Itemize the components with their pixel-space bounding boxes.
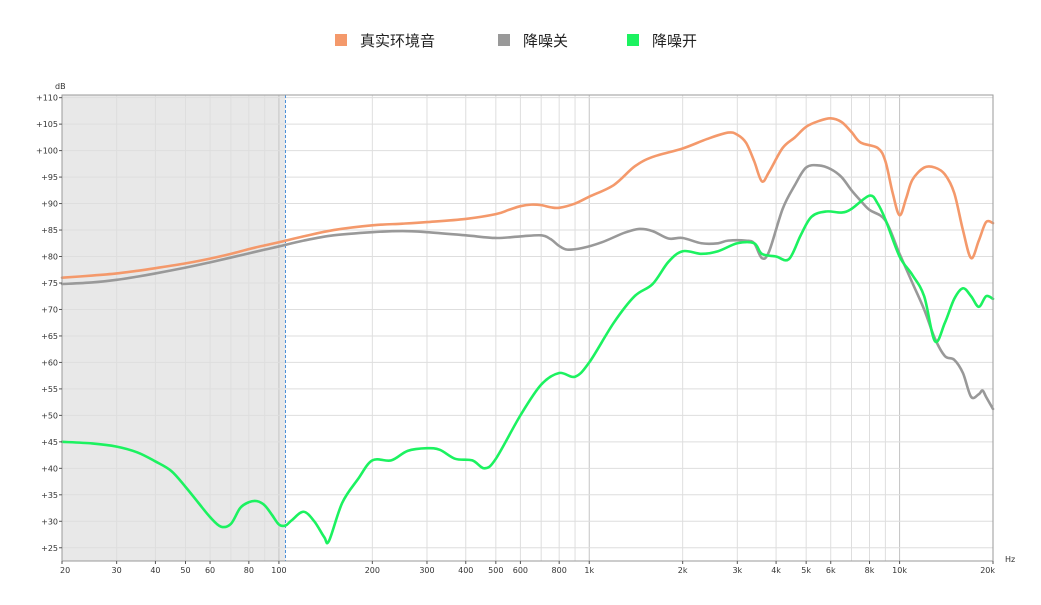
legend-item-1: 真实环境音	[335, 32, 435, 50]
series-line-3	[60, 194, 995, 545]
x-tick-label: 8k	[865, 566, 875, 575]
y-tick-label: +100	[36, 147, 58, 156]
legend-label: 降噪开	[652, 32, 697, 50]
x-axis-unit-label: Hz	[1005, 555, 1015, 564]
y-tick-label: +65	[41, 332, 58, 341]
x-tick-label: 200	[365, 566, 380, 575]
legend-item-2: 降噪关	[498, 32, 568, 50]
series-line-2	[60, 163, 995, 411]
x-tick-label: 100	[271, 566, 286, 575]
x-tick-label: 80	[244, 566, 254, 575]
legend-swatch	[498, 34, 510, 46]
y-tick-label: +90	[41, 200, 58, 209]
y-tick-label: +95	[41, 173, 58, 182]
y-tick-label: +30	[41, 517, 58, 526]
y-tick-label: +40	[41, 464, 58, 473]
y-tick-label: +50	[41, 411, 58, 420]
y-tick-label: +25	[41, 544, 58, 553]
x-tick-label: 5k	[801, 566, 811, 575]
y-tick-label: +85	[41, 226, 58, 235]
legend-swatch	[627, 34, 639, 46]
y-tick-label: +60	[41, 358, 58, 367]
x-tick-label: 2k	[678, 566, 688, 575]
x-tick-label: 40	[150, 566, 160, 575]
y-tick-label: +75	[41, 279, 58, 288]
y-tick-label: +70	[41, 305, 58, 314]
y-axis-ticks: +25 +30 +35 +40 +45 +50 +55 +60 +65 +70 +75 +80 +85 +…	[36, 94, 62, 553]
series-lines	[60, 116, 995, 545]
y-tick-label: +45	[41, 438, 58, 447]
x-tick-label: 3k	[732, 566, 742, 575]
x-tick-label: 20k	[980, 566, 995, 575]
x-axis-ticks: 20 30 40 50 60 80 100 200 300 400 500 600 800 1k 2k 3k 4…	[60, 561, 995, 575]
x-tick-label: 60	[205, 566, 215, 575]
legend: 真实环境音 降噪关 降噪开	[335, 32, 697, 50]
x-tick-label: 4k	[771, 566, 781, 575]
y-tick-label: +110	[36, 94, 58, 103]
x-tick-label: 50	[180, 566, 190, 575]
x-tick-label: 600	[513, 566, 528, 575]
legend-item-3: 降噪开	[627, 32, 697, 50]
x-tick-label: 300	[419, 566, 434, 575]
y-tick-label: +80	[41, 253, 58, 262]
grid-lines	[62, 95, 993, 561]
x-tick-label: 1k	[584, 566, 594, 575]
x-tick-label: 20	[60, 566, 70, 575]
plot-border	[61, 94, 994, 562]
x-tick-label: 500	[488, 566, 503, 575]
x-tick-label: 30	[112, 566, 122, 575]
y-tick-label: +55	[41, 385, 58, 394]
y-tick-label: +105	[36, 120, 58, 129]
y-axis-unit-label: dB	[55, 82, 66, 91]
x-tick-label: 400	[458, 566, 473, 575]
legend-label: 降噪关	[523, 32, 568, 50]
legend-label: 真实环境音	[360, 32, 435, 50]
shaded-low-frequency-region	[62, 95, 286, 561]
x-tick-label: 6k	[826, 566, 836, 575]
x-tick-label: 10k	[892, 566, 907, 575]
legend-swatch	[335, 34, 347, 46]
y-tick-label: +35	[41, 491, 58, 500]
x-tick-label: 800	[552, 566, 567, 575]
series-line-1	[60, 116, 995, 279]
